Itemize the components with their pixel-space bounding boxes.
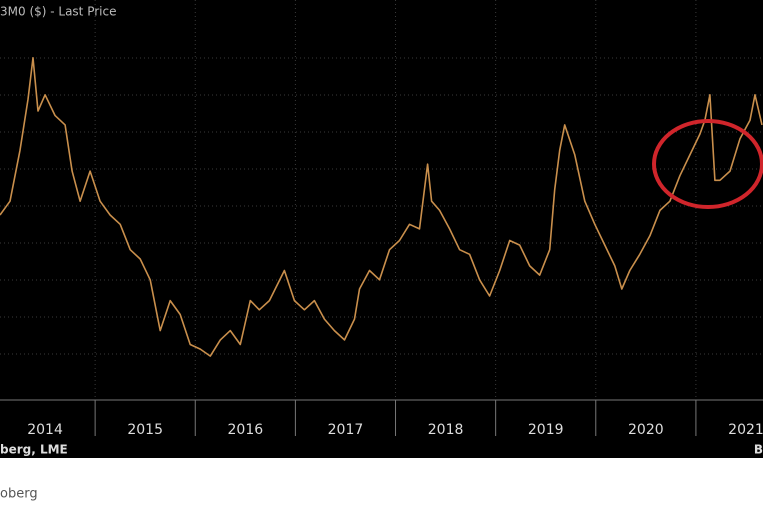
x-tick-label: 2019 xyxy=(528,422,564,438)
chart-background xyxy=(0,0,763,458)
x-tick-label: 2018 xyxy=(428,422,464,438)
x-tick-label: 2020 xyxy=(628,422,664,438)
source: berg, LME xyxy=(0,443,68,457)
chart-title: 3M0 ($) - Last Price xyxy=(0,5,116,19)
plot-area: 2014 2015 2016 2017 2018 2019 2020 2021 xyxy=(0,0,763,438)
x-tick-label: 2016 xyxy=(228,422,264,438)
source-right: B xyxy=(754,443,763,457)
caption: oberg xyxy=(0,487,38,502)
x-tick-label: 2015 xyxy=(127,422,163,438)
x-tick-label: 2021 xyxy=(728,422,763,438)
x-tick-label: 2017 xyxy=(328,422,364,438)
highlight-circle xyxy=(652,119,763,209)
x-tick-label: 2014 xyxy=(27,422,63,438)
price-line xyxy=(0,57,763,357)
